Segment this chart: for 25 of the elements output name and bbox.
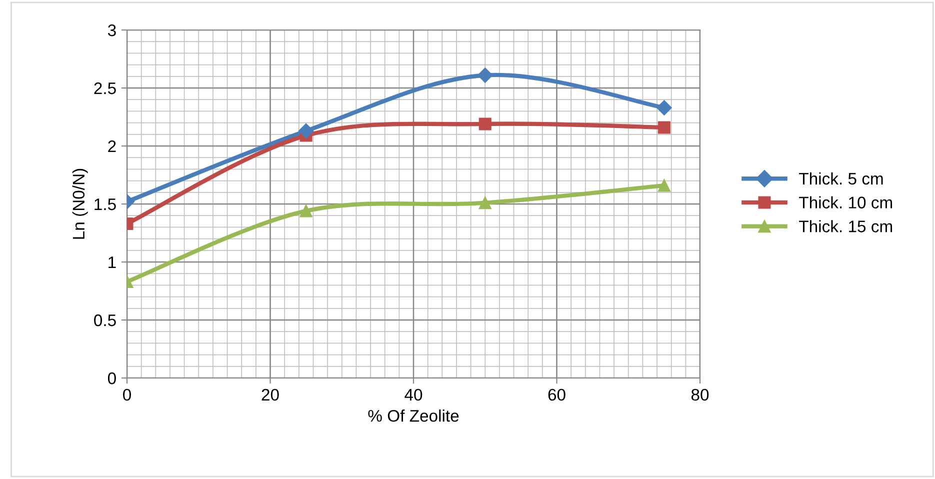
point [658,179,670,192]
y-tick-label: 2 [108,140,116,152]
x-tick-label: 0 [123,388,131,401]
point [478,68,493,83]
x-axis-title: % Of Zeolite [368,410,459,422]
y-tick-label: 1.5 [94,198,116,210]
point [656,100,672,116]
legend-label: Thick. 5 cm [799,172,883,185]
legend-label: Thick. 15 cm [799,220,892,232]
y-axis-title: Ln (N0/N) [72,168,88,239]
point [298,123,314,138]
y-tick-label: 0 [108,372,116,384]
x-tick-label: 40 [404,388,422,401]
point [300,204,312,218]
legend-label: Thick. 10 cm [799,196,892,208]
x-tick-label: 20 [262,388,279,401]
y-tick-label: 3 [108,24,116,36]
y-tick-label: 2.5 [94,82,116,94]
point [478,118,492,130]
point [658,121,670,134]
y-tick-label: 0.5 [94,314,116,326]
x-tick-label: 80 [691,388,709,401]
point [478,196,492,210]
x-tick-label: 60 [548,388,566,401]
y-tick-label: 1 [108,256,116,268]
